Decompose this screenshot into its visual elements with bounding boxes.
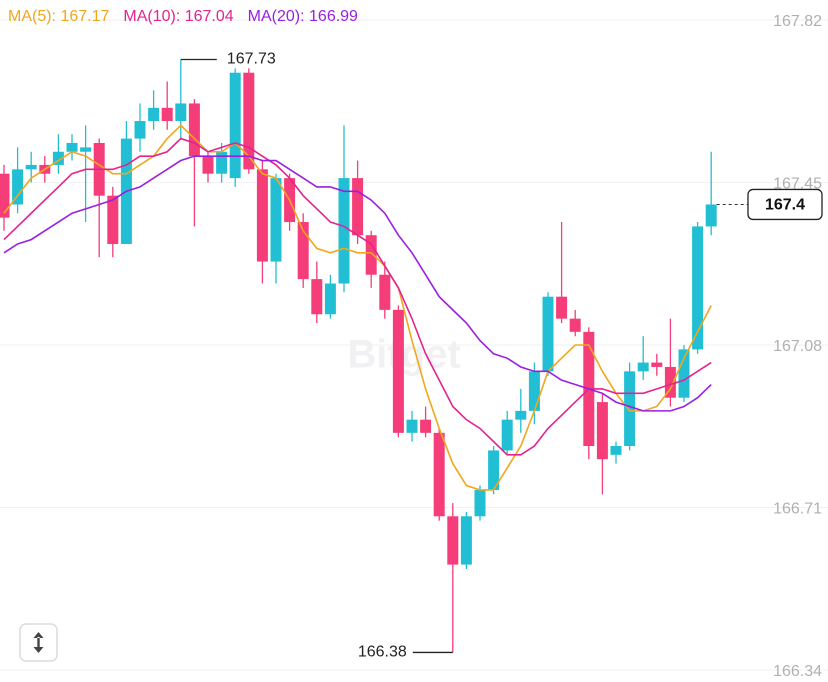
candle-body — [216, 151, 228, 174]
candle-body — [52, 151, 64, 165]
candle-body — [12, 169, 24, 205]
candle-body — [270, 178, 282, 262]
candle-body — [148, 107, 160, 122]
candle-body — [664, 366, 676, 398]
candle-body — [651, 362, 663, 367]
candle-body — [624, 371, 636, 447]
candle-body — [610, 446, 622, 455]
candle-body — [311, 279, 323, 315]
candle-body — [705, 204, 717, 227]
legend-entry: MA(5): 167.17 — [8, 8, 109, 25]
max-label: 167.73 — [227, 51, 276, 68]
candle-body — [188, 103, 200, 157]
candle-body — [569, 318, 581, 332]
ma-line — [3, 137, 712, 456]
candle-body — [365, 235, 377, 275]
ma-line — [3, 155, 712, 412]
candle-body — [352, 178, 364, 236]
candle-body — [256, 169, 268, 262]
candle-body — [243, 72, 255, 170]
candle-body — [692, 226, 704, 350]
y-tick-label: 167.45 — [773, 176, 822, 193]
candle-body — [379, 274, 391, 310]
price-box — [747, 188, 823, 221]
y-tick-label: 167.82 — [773, 13, 822, 30]
candle-body — [515, 410, 527, 420]
y-tick-label: 167.08 — [773, 338, 822, 355]
candle-body — [528, 371, 540, 411]
candle-body — [229, 72, 241, 179]
candle-body — [297, 222, 309, 280]
candle-body — [25, 164, 37, 170]
candle-body — [161, 107, 173, 122]
candle-body — [80, 147, 92, 152]
candle-body — [420, 419, 432, 433]
candle-body — [134, 121, 146, 139]
candle-body — [678, 349, 690, 398]
min-label: 166.38 — [358, 644, 407, 661]
candle-body — [324, 283, 336, 315]
candle-body — [202, 156, 214, 174]
candle-body — [556, 296, 568, 319]
candle-body — [66, 142, 78, 152]
candle-body — [0, 173, 10, 218]
candle-body — [392, 309, 404, 433]
candle-body — [637, 362, 649, 372]
candle-body — [474, 489, 486, 517]
watermark: Bitget — [347, 333, 460, 377]
legend-entry: MA(20): 166.99 — [248, 8, 358, 25]
candle-body — [542, 296, 554, 372]
candle-body — [406, 419, 418, 433]
candle-body — [596, 402, 608, 460]
candle-body — [488, 450, 500, 490]
candle-body — [175, 103, 187, 122]
candle-body — [501, 419, 513, 451]
ma-line — [3, 124, 712, 491]
scroll-button[interactable] — [19, 623, 58, 662]
candle-body — [460, 516, 472, 565]
price-label: 167.4 — [765, 197, 805, 214]
candle-body — [338, 178, 350, 284]
candle-body — [433, 432, 445, 517]
candle-body — [107, 195, 119, 244]
y-tick-label: 166.34 — [773, 663, 822, 680]
button-icon[interactable] — [33, 632, 44, 653]
legend-entry: MA(10): 167.04 — [123, 8, 233, 25]
candle-body — [447, 516, 459, 565]
y-tick-label: 166.71 — [773, 501, 822, 518]
